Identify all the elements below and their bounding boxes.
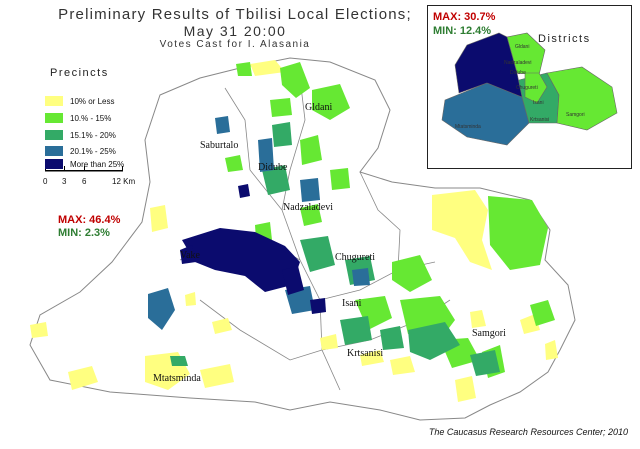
main-min: MIN: 2.3%: [58, 227, 110, 239]
scale-label-6: 6: [82, 177, 87, 186]
inset-label-krtsanisi: Krtsanisi: [530, 117, 550, 123]
inset-chugureti: [524, 72, 548, 104]
inset-max: MAX: 30.7%: [433, 11, 496, 23]
district-label-mtatsminda: Mtatsminda: [153, 373, 201, 384]
scale-label-12: 12 Km: [112, 177, 136, 186]
inset-label-gldani: Gldani: [515, 44, 530, 50]
inset-label-isani: Isani: [533, 100, 544, 106]
legend-swatch-1: [45, 96, 63, 106]
legend-swatch-2: [45, 113, 63, 123]
inset-min: MIN: 12.4%: [433, 25, 492, 37]
map-subtitle-date: May 31 20:00: [183, 23, 287, 39]
main-max: MAX: 46.4%: [58, 214, 121, 226]
legend-swatch-5: [45, 159, 63, 169]
inset-label-chugureti: Chugureti: [516, 85, 538, 91]
inset-title: Districts: [538, 33, 591, 45]
legend-swatch-3: [45, 130, 63, 140]
scale-label-3: 3: [62, 177, 67, 186]
legend-label-1: 10% or Less: [70, 97, 115, 106]
map-title: Preliminary Results of Tbilisi Local Ele…: [58, 6, 412, 23]
district-label-nadzaladevi: Nadzaladevi: [283, 202, 333, 213]
map-subtitle-candidate: Votes Cast for I. Alasania: [159, 39, 311, 50]
inset-label-didube: Didube: [510, 70, 526, 76]
district-label-gldani: Gldani: [305, 102, 333, 113]
inset-district-map: [441, 32, 618, 146]
district-label-vake: Vake: [180, 250, 200, 261]
credit-line: The Caucasus Research Resources Center; …: [428, 427, 628, 437]
legend-label-3: 15.1% - 20%: [70, 131, 116, 140]
city-boundary: [29, 57, 576, 421]
legend-title: Precincts: [50, 67, 109, 79]
inset-label-samgori: Samgori: [566, 112, 585, 118]
district-label-samgori: Samgori: [472, 328, 506, 339]
district-label-didube: Didube: [258, 162, 288, 173]
main-stats: MAX: 46.4% MIN: 2.3%: [58, 214, 120, 239]
inset-samgori: [546, 66, 618, 131]
district-label-saburtalo: Saburtalo: [200, 140, 239, 151]
district-label-chugureti: Chugureti: [335, 252, 375, 263]
district-label-krtsanisi: Krtsanisi: [347, 348, 384, 359]
inset-label-mtatsminda: Mtatsminda: [455, 124, 481, 130]
district-label-isani: Isani: [342, 298, 362, 309]
inset-vake-saburtalo: [454, 32, 523, 98]
scale-label-0: 0: [43, 177, 48, 186]
legend-swatch-4: [45, 146, 63, 156]
legend-label-2: 10.% - 15%: [70, 114, 112, 123]
legend-label-4: 20.1% - 25%: [70, 147, 116, 156]
inset-label-nadzaladevi: Nadzaladevi: [504, 60, 532, 66]
legend-label-5: More than 25%: [70, 160, 125, 169]
